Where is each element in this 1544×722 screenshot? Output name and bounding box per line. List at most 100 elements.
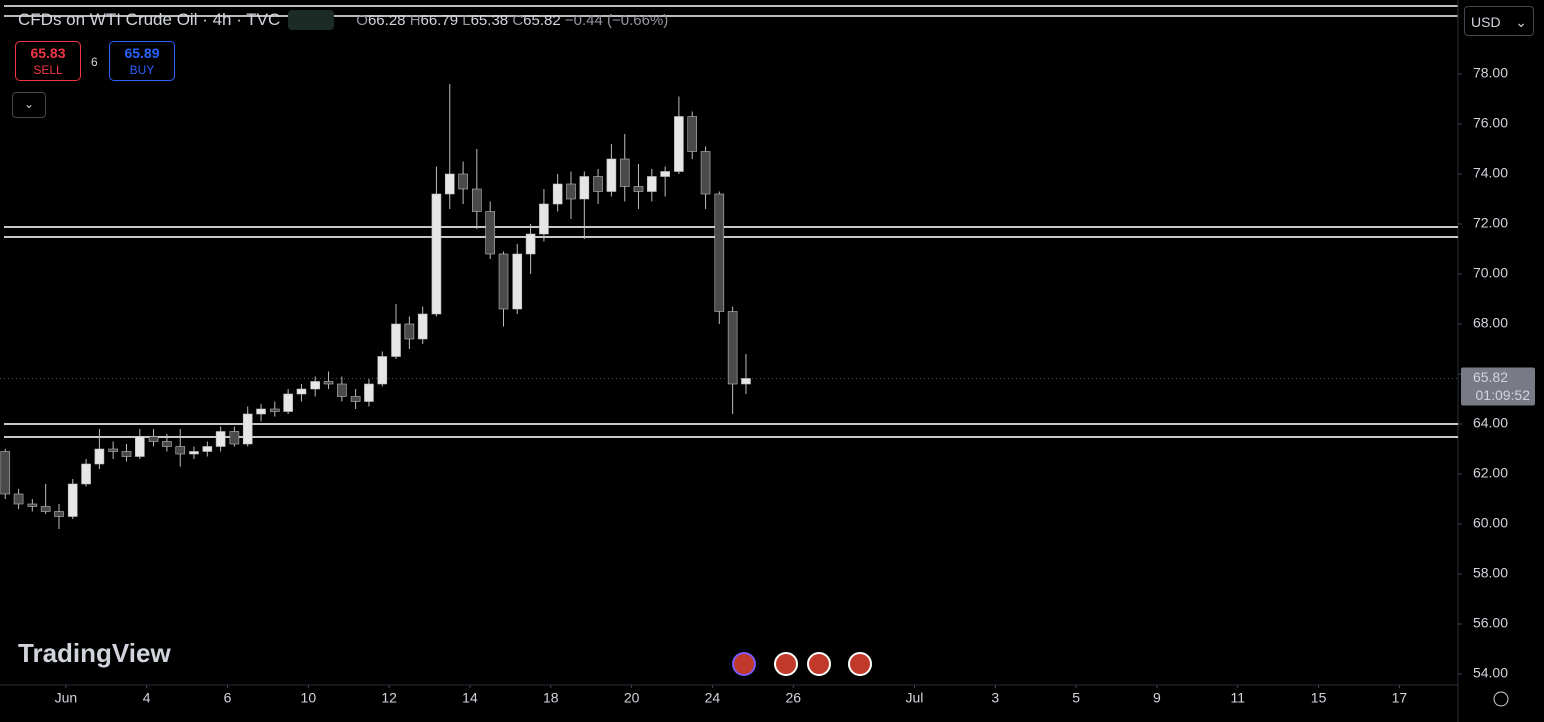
- candle-body: [364, 383, 374, 402]
- candle: [54, 504, 64, 529]
- candle-body: [108, 448, 118, 452]
- h-label: H: [409, 11, 421, 29]
- event-flag[interactable]: [848, 652, 872, 676]
- candle: [364, 379, 374, 407]
- candle-body: [593, 176, 603, 192]
- header: CFDs on WTI Crude Oil · 4h · TVC O66.28 …: [18, 10, 668, 30]
- candle-body: [525, 233, 536, 255]
- candle-body: [54, 511, 64, 517]
- candle-body: [242, 413, 253, 445]
- candle: [431, 166, 442, 317]
- candle: [700, 146, 711, 209]
- candle-body: [121, 451, 132, 457]
- candle: [242, 406, 253, 447]
- settings-icon[interactable]: [1493, 691, 1509, 707]
- x-tick-label: 11: [1230, 690, 1245, 706]
- event-flag[interactable]: [732, 652, 756, 676]
- candle: [189, 446, 199, 459]
- y-tick-label: 56.00: [1473, 615, 1508, 631]
- event-flag[interactable]: [807, 652, 831, 676]
- candle-body: [13, 493, 24, 505]
- sell-label: SELL: [33, 63, 63, 77]
- h: 66.79: [420, 11, 459, 29]
- x-tick-label: 18: [543, 690, 559, 706]
- candle: [633, 164, 644, 209]
- candle: [310, 376, 320, 397]
- candle-body: [674, 116, 684, 172]
- candle-body: [27, 503, 38, 507]
- candle-body: [0, 451, 11, 495]
- symbol[interactable]: CFDs on WTI Crude Oil · 4h · TVC: [18, 10, 281, 29]
- candle-body: [727, 311, 738, 385]
- candle: [27, 499, 38, 512]
- candle: [229, 426, 240, 447]
- candle: [162, 434, 172, 452]
- x-tick-label: 12: [381, 690, 397, 706]
- y-tick-label: 76.00: [1473, 115, 1508, 131]
- collapse-button[interactable]: ⌄: [12, 92, 46, 118]
- candle: [714, 191, 725, 324]
- candle: [566, 171, 576, 219]
- candle: [472, 149, 482, 229]
- candle-body: [647, 176, 657, 192]
- x-tick-label: 26: [785, 690, 801, 706]
- c-label: C: [512, 11, 524, 29]
- x-tick-label: 3: [991, 690, 999, 706]
- candle-body: [81, 463, 91, 485]
- candle: [121, 444, 132, 462]
- y-tick-label: 58.00: [1473, 565, 1508, 581]
- candle: [377, 351, 388, 387]
- x-tick-label: 5: [1072, 690, 1080, 706]
- candle: [13, 489, 24, 509]
- candle-body: [135, 436, 145, 457]
- sell-button[interactable]: 65.83 SELL: [15, 41, 81, 81]
- candle: [660, 166, 670, 197]
- candle: [404, 316, 415, 349]
- countdown: 01:09:52: [1476, 387, 1531, 403]
- candle: [525, 224, 536, 274]
- x-tick-label: 24: [705, 690, 721, 706]
- event-flag[interactable]: [774, 652, 798, 676]
- y-tick-label: 60.00: [1473, 515, 1508, 531]
- y-tick-label: 64.00: [1473, 415, 1508, 431]
- candle: [647, 169, 657, 202]
- status-badge: [288, 10, 335, 30]
- candle-body: [700, 151, 711, 195]
- candle: [283, 389, 293, 414]
- candle-body: [296, 388, 307, 395]
- buy-button[interactable]: 65.89 BUY: [109, 41, 175, 81]
- candle: [552, 174, 563, 212]
- ohlc: O66.28 H66.79 L65.38 C65.82 −0.44 (−0.66…: [356, 12, 668, 29]
- candle-body: [741, 378, 751, 385]
- candle-body: [350, 396, 361, 402]
- candle-body: [566, 183, 576, 200]
- candle: [215, 426, 226, 452]
- candle-body: [417, 313, 428, 340]
- y-tick-label: 54.00: [1473, 665, 1508, 681]
- candle-body: [229, 431, 240, 445]
- candle: [350, 389, 361, 409]
- x-tick-label: 14: [462, 690, 478, 706]
- candle: [674, 96, 684, 174]
- x-tick-label: Jul: [906, 690, 924, 706]
- currency-select[interactable]: USD ⌄: [1464, 6, 1534, 36]
- currency: USD: [1471, 14, 1501, 30]
- candle-body: [256, 408, 266, 415]
- y-tick-label: 74.00: [1473, 165, 1508, 181]
- candle: [593, 169, 603, 204]
- y-tick-label: 72.00: [1473, 215, 1508, 231]
- buy-price: 65.89: [124, 45, 160, 61]
- x-tick-label: 4: [143, 690, 151, 706]
- candle: [337, 376, 347, 402]
- candle-body: [444, 173, 455, 195]
- candle: [67, 479, 78, 519]
- candle-body: [539, 203, 549, 235]
- x-tick-label: 20: [624, 690, 640, 706]
- candle: [135, 429, 145, 459]
- candle: [108, 441, 118, 459]
- candle: [40, 484, 51, 514]
- candle: [81, 459, 91, 487]
- buy-label: BUY: [129, 63, 155, 77]
- change: −0.44 (−0.66%): [564, 11, 669, 29]
